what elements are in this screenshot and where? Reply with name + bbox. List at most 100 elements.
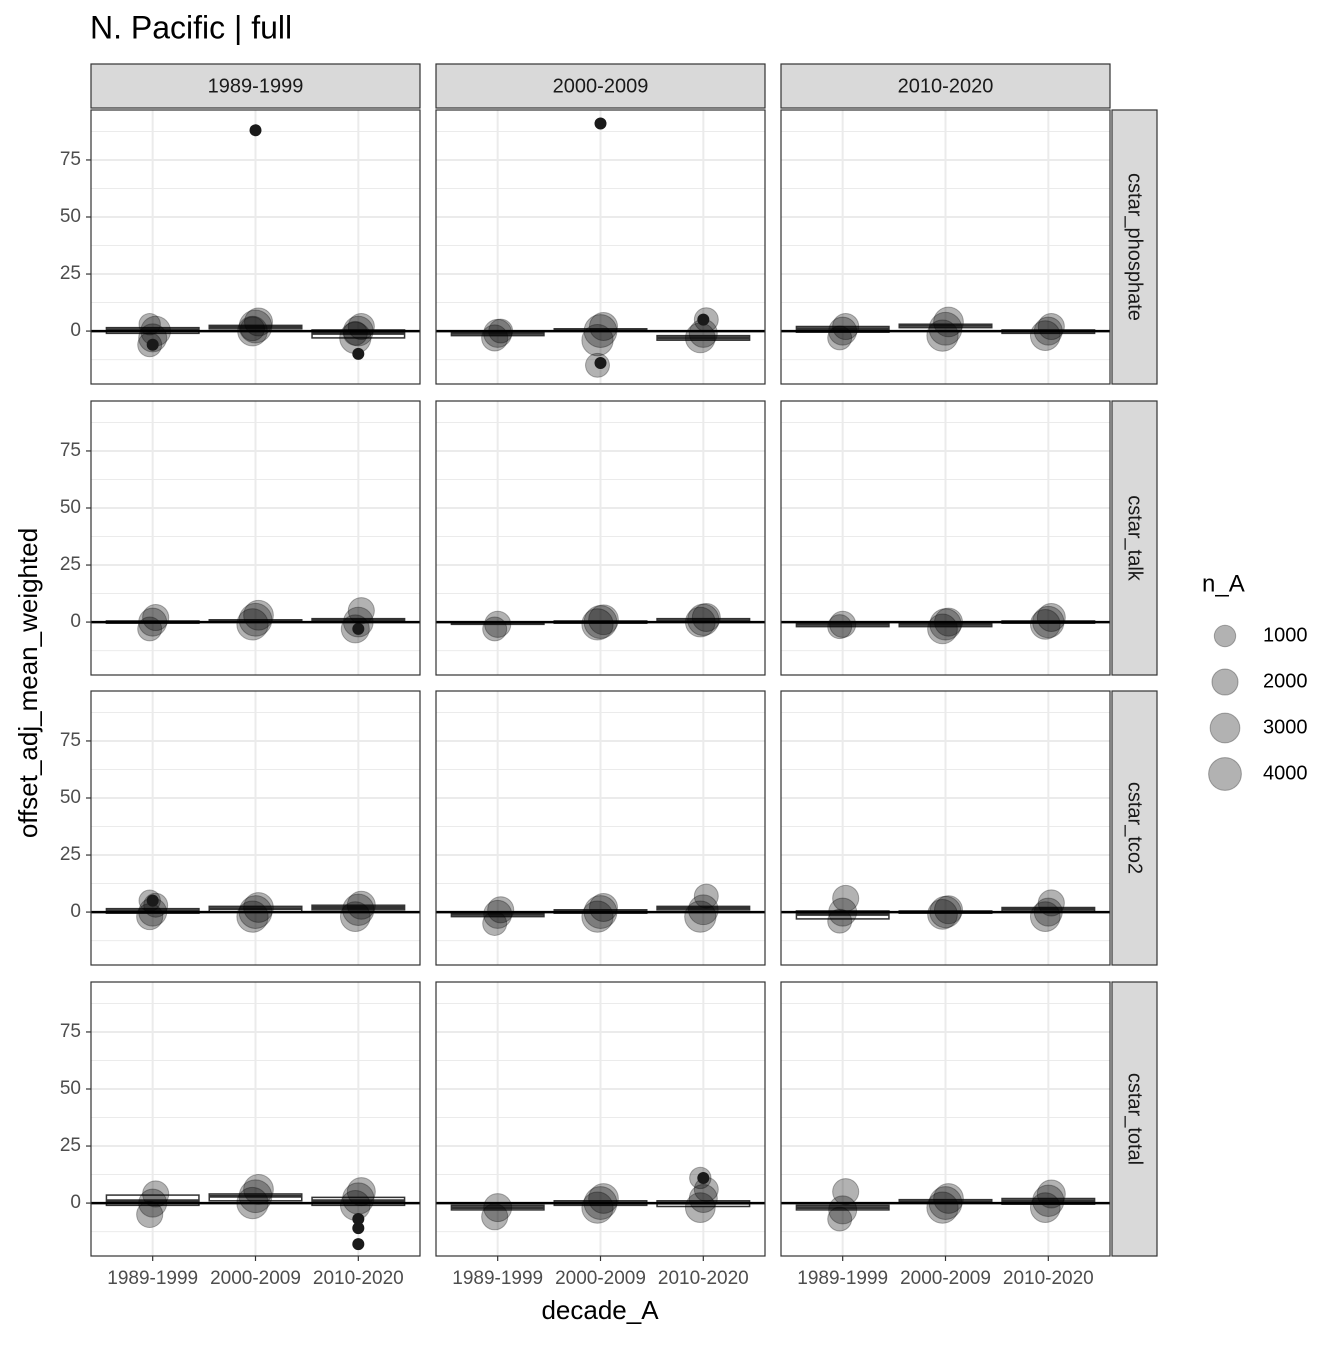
outlier	[352, 1222, 365, 1235]
facet-strip	[780, 63, 1111, 109]
point	[581, 608, 614, 641]
point	[238, 602, 273, 637]
panel-border	[780, 400, 1111, 676]
outlier	[249, 124, 262, 137]
point	[926, 1191, 959, 1224]
panel-border	[780, 981, 1111, 1257]
x-tick-label: 2010-2020	[1003, 1268, 1094, 1289]
outlier	[594, 117, 607, 130]
point	[687, 894, 719, 926]
panel-border	[435, 109, 766, 385]
outlier	[352, 347, 365, 360]
legend-label: 2000	[1263, 670, 1308, 692]
point	[588, 604, 619, 636]
facet-strip-label: 2000-2009	[553, 75, 649, 97]
point	[693, 883, 719, 909]
y-tick-label: 0	[70, 611, 81, 632]
outlier	[352, 622, 365, 635]
point	[342, 893, 375, 926]
point	[588, 1183, 619, 1214]
point	[589, 893, 618, 923]
facet-strip-label: cstar_phosphate	[1124, 173, 1146, 321]
y-tick-label: 50	[60, 787, 81, 808]
point	[1036, 1179, 1066, 1209]
point	[138, 313, 161, 336]
outlier	[697, 1171, 710, 1184]
y-tick-label: 50	[60, 206, 81, 227]
point	[929, 608, 962, 641]
point	[1029, 901, 1061, 932]
y-tick-label: 75	[60, 730, 81, 751]
point	[927, 898, 958, 930]
point	[238, 1179, 273, 1214]
point	[827, 614, 853, 640]
legend-label: 4000	[1263, 762, 1308, 784]
point	[832, 1178, 860, 1206]
legend-symbol	[1208, 757, 1242, 791]
y-tick-label: 25	[60, 263, 81, 284]
chart-title: N. Pacific | full	[90, 9, 292, 45]
x-tick-label: 1989-1999	[797, 1268, 888, 1289]
panel-border	[780, 690, 1111, 966]
facet-strip	[1111, 981, 1158, 1257]
point	[581, 324, 614, 357]
y-tick-label: 75	[60, 1021, 81, 1042]
point	[142, 603, 170, 632]
point	[1037, 312, 1065, 341]
legend-label: 1000	[1263, 624, 1308, 646]
point	[236, 608, 269, 641]
x-tick-label: 2000-2009	[555, 1268, 646, 1289]
outlier	[594, 357, 607, 370]
point	[243, 892, 274, 923]
panel-border	[90, 109, 421, 385]
point	[926, 319, 959, 352]
panel-border	[90, 690, 421, 966]
point	[688, 1184, 718, 1214]
point	[684, 900, 717, 933]
point	[827, 1206, 853, 1232]
point	[589, 312, 618, 342]
panel-border	[435, 981, 766, 1257]
facet-strip	[1111, 690, 1158, 966]
legend-symbol	[1213, 624, 1237, 648]
y-tick-label: 25	[60, 844, 81, 865]
point	[1036, 603, 1066, 633]
point	[581, 900, 614, 933]
x-tick-label: 2010-2020	[658, 1268, 749, 1289]
point	[236, 900, 269, 933]
point	[347, 597, 375, 625]
point	[243, 599, 274, 631]
point	[347, 312, 375, 341]
point	[934, 895, 963, 925]
point	[1032, 1184, 1065, 1217]
panel-border	[780, 109, 1111, 385]
point	[687, 603, 720, 636]
point	[1029, 608, 1061, 640]
y-tick-label: 25	[60, 554, 81, 575]
legend-symbol	[1209, 712, 1241, 744]
y-axis-label: offset_adj_mean_weighted	[13, 528, 43, 838]
point	[1037, 889, 1065, 917]
point	[691, 603, 721, 633]
facet-strip-label: 2010-2020	[898, 75, 994, 97]
outlier	[146, 338, 159, 351]
point	[1029, 320, 1061, 351]
outlier	[352, 1238, 365, 1251]
panel-border	[90, 400, 421, 676]
x-axis-label: decade_A	[541, 1295, 659, 1325]
panel-border	[435, 690, 766, 966]
x-tick-label: 2010-2020	[313, 1268, 404, 1289]
legend-title: n_A	[1202, 570, 1245, 597]
y-tick-label: 0	[70, 901, 81, 922]
point	[346, 890, 376, 920]
point	[483, 899, 513, 929]
facet-strip	[90, 63, 421, 109]
point	[928, 311, 963, 346]
point	[933, 306, 964, 338]
facet-strip-label: cstar_talk	[1124, 495, 1146, 582]
point	[581, 1191, 614, 1224]
y-tick-label: 75	[60, 149, 81, 170]
point	[832, 312, 860, 341]
point	[240, 316, 265, 342]
